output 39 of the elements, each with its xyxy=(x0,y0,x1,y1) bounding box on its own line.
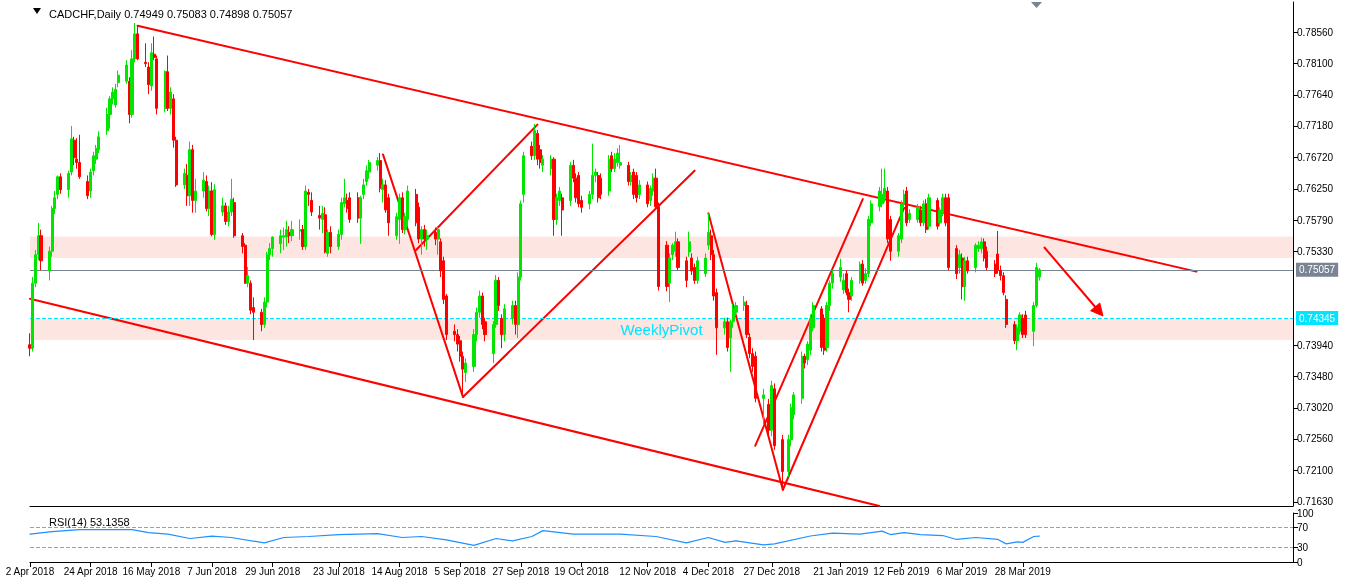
y-tick-label: 0.73020 xyxy=(1297,402,1334,414)
x-tick-label: 4 Dec 2018 xyxy=(682,565,735,577)
y-tick-label: 0.75330 xyxy=(1297,245,1334,257)
y-tick-label: 0.78560 xyxy=(1297,26,1334,38)
y-tick-label: 0.72100 xyxy=(1297,464,1334,476)
x-tick-label: 28 Mar 2019 xyxy=(994,565,1052,577)
text: CADCHF,Daily 0.74949 0.75083 0.74898 0.75057 xyxy=(49,7,293,20)
x-tick-label: 12 Nov 2018 xyxy=(619,565,677,577)
y-tick-label: 0.76250 xyxy=(1297,183,1334,195)
y-tick-label: 0.73940 xyxy=(1297,339,1334,351)
ref-line-label: 0.75057 xyxy=(1299,264,1336,276)
y-tick-label: 0.77180 xyxy=(1297,120,1334,132)
x-tick-label: 29 Jun 2018 xyxy=(245,565,301,577)
y-tick-label: 0.71630 xyxy=(1297,496,1334,508)
x-tick-label: 23 Jul 2018 xyxy=(313,565,366,577)
x-tick-label: 27 Dec 2018 xyxy=(743,565,801,577)
x-tick-label: 27 Sep 2018 xyxy=(492,565,550,577)
x-tick-label: 24 Apr 2018 xyxy=(63,565,119,577)
x-tick-label: 14 Aug 2018 xyxy=(371,565,429,577)
chart-title: RSI(14) 53.1358 xyxy=(49,515,130,528)
y-tick-label: 0.75790 xyxy=(1297,214,1334,226)
y-tick-label: 0.72560 xyxy=(1297,433,1334,445)
y-tick-label: 0.78100 xyxy=(1297,58,1334,70)
x-tick-label: 21 Jan 2019 xyxy=(813,565,869,577)
x-tick-label: 6 Mar 2019 xyxy=(936,565,988,577)
x-tick-label: 12 Feb 2019 xyxy=(873,565,930,577)
ref-line-label: 0.74345 xyxy=(1299,312,1336,324)
x-tick-label: 2 Apr 2018 xyxy=(5,565,55,577)
x-tick-label: 16 May 2018 xyxy=(122,565,181,577)
y-tick-label: 0.73480 xyxy=(1297,371,1334,383)
x-tick-label: 5 Sep 2018 xyxy=(434,565,487,577)
y-tick-label: 100 xyxy=(1297,507,1315,519)
x-tick-label: 7 Jun 2018 xyxy=(187,565,238,577)
x-tick-label: 19 Oct 2018 xyxy=(554,565,610,577)
band-label: WeeklyPivot xyxy=(620,321,704,339)
y-tick-label: 30 xyxy=(1297,541,1309,553)
y-tick-label: 0.76720 xyxy=(1297,151,1334,163)
y-tick-label: 70 xyxy=(1297,522,1309,534)
y-tick-label: 0.77640 xyxy=(1297,89,1334,101)
